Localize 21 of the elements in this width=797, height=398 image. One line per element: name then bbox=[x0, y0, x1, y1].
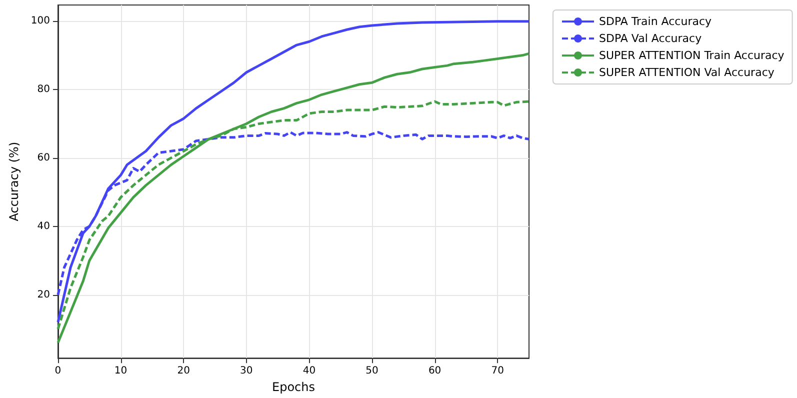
x-tick-label: 0 bbox=[54, 366, 62, 377]
x-tick-label: 10 bbox=[114, 366, 128, 377]
line-series bbox=[56, 52, 530, 344]
x-tick-label: 40 bbox=[302, 366, 316, 377]
y-tick-label: 100 bbox=[30, 16, 50, 27]
x-tick-label: 70 bbox=[491, 366, 504, 377]
legend-label: SUPER ATTENTION Train Accuracy bbox=[599, 49, 785, 62]
x-axis-title: Epochs bbox=[272, 380, 315, 394]
y-tick-label: 20 bbox=[37, 289, 50, 300]
y-tick-label: 60 bbox=[37, 152, 50, 164]
x-tick-label: 30 bbox=[240, 366, 253, 377]
y-tick-label: 80 bbox=[37, 84, 50, 96]
legend-label: SDPA Val Accuracy bbox=[599, 32, 702, 45]
line-series bbox=[56, 20, 530, 324]
y-tick-label: 40 bbox=[37, 220, 50, 232]
legend-label: SUPER ATTENTION Val Accuracy bbox=[599, 66, 775, 79]
x-tick-label: 50 bbox=[366, 366, 378, 377]
y-axis-title: Accuracy (%) bbox=[7, 142, 21, 222]
x-tick-label: 60 bbox=[428, 366, 442, 377]
x-tick-label: 20 bbox=[177, 366, 190, 377]
legend-label: SDPA Train Accuracy bbox=[599, 15, 712, 28]
